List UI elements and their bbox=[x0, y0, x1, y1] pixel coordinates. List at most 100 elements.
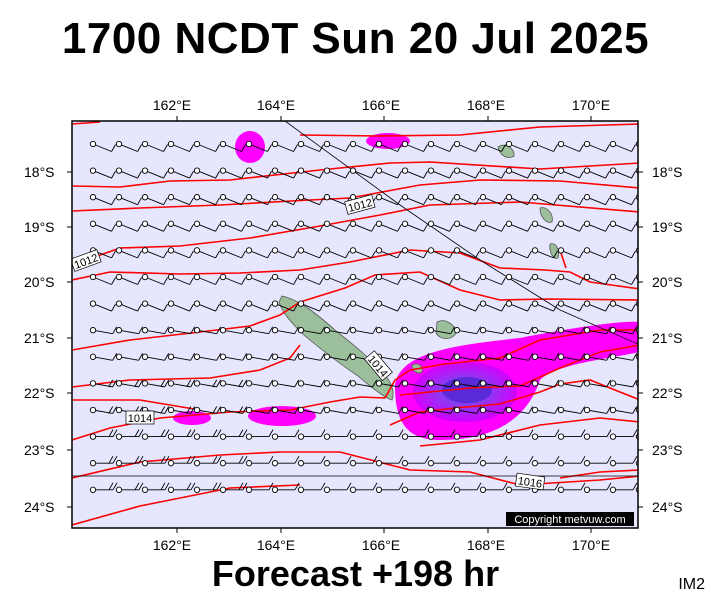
isobar-line bbox=[72, 451, 638, 486]
wind-barb-station bbox=[89, 433, 97, 440]
wind-barb-station bbox=[505, 300, 513, 307]
wind-barb-feather bbox=[528, 429, 534, 437]
lat-label: 18°S bbox=[652, 164, 683, 180]
wind-barb-station bbox=[479, 220, 487, 227]
wind-barb-station bbox=[323, 380, 331, 387]
wind-barb-shaft bbox=[144, 196, 164, 206]
wind-barb-station bbox=[167, 380, 175, 387]
wind-barb-shaft bbox=[92, 196, 112, 206]
wind-barb-shaft bbox=[404, 170, 424, 179]
wind-barb-feather bbox=[605, 277, 610, 285]
wind-barb-feather bbox=[553, 224, 558, 232]
wind-barb-feather bbox=[553, 144, 558, 152]
wind-barb-shaft bbox=[274, 223, 294, 232]
wind-barb-feather bbox=[319, 144, 324, 152]
wind-barb-feather bbox=[605, 144, 610, 152]
wind-barb-station bbox=[323, 167, 331, 174]
wind-barb-feather bbox=[216, 353, 222, 361]
wind-barb-feather bbox=[108, 429, 114, 437]
wind-barb-shaft bbox=[482, 143, 502, 152]
wind-barb-feather bbox=[242, 406, 248, 414]
wind-barb-shaft bbox=[118, 223, 138, 232]
lat-label: 18°S bbox=[24, 164, 55, 180]
wind-barb-shaft bbox=[378, 303, 398, 312]
wind-barb-feather bbox=[580, 455, 586, 464]
wind-barb-shaft bbox=[300, 276, 320, 285]
wind-barb-station bbox=[193, 406, 201, 414]
wind-barb-feather bbox=[190, 406, 196, 414]
wind-barb-feather bbox=[345, 144, 350, 152]
wind-barb-station bbox=[479, 380, 487, 387]
wind-barb-feather bbox=[450, 379, 456, 388]
wind-barb-feather bbox=[449, 277, 454, 285]
wind-barb-feather bbox=[163, 144, 168, 152]
wind-barb-shaft bbox=[118, 276, 138, 285]
wind-barb-shaft bbox=[456, 196, 476, 206]
wind-barb-feather bbox=[267, 170, 272, 179]
wind-barb-shaft bbox=[508, 143, 528, 152]
wind-barb-feather bbox=[319, 224, 324, 232]
wind-barb-feather bbox=[160, 429, 166, 437]
wind-barb-feather bbox=[137, 197, 142, 205]
wind-barb-feather bbox=[241, 303, 246, 312]
wind-barb-feather bbox=[449, 303, 454, 312]
wind-barb-feather bbox=[475, 277, 480, 285]
wind-barb-feather bbox=[112, 455, 118, 464]
wind-barb-feather bbox=[631, 144, 636, 152]
vanuatu-island bbox=[539, 207, 553, 223]
wind-barb-feather bbox=[293, 250, 298, 259]
wind-barb-feather bbox=[579, 277, 584, 285]
wind-barb-feather bbox=[501, 197, 506, 205]
wind-barb-station bbox=[583, 300, 591, 307]
wind-barb-shaft bbox=[248, 223, 268, 232]
wind-barb-feather bbox=[190, 326, 196, 334]
wind-barb-feather bbox=[502, 379, 508, 388]
wind-barb-feather bbox=[164, 353, 170, 361]
wind-barb-feather bbox=[397, 170, 402, 179]
wind-barb-station bbox=[609, 486, 617, 493]
wind-barb-shaft bbox=[326, 356, 347, 361]
wind-barb-station bbox=[635, 247, 638, 254]
wind-barb-feather bbox=[606, 429, 612, 437]
wind-barb-station bbox=[245, 220, 253, 227]
wind-barb-station bbox=[271, 247, 279, 254]
lon-label: 162°E bbox=[153, 537, 191, 553]
wind-barb-feather bbox=[554, 326, 560, 334]
wind-barb-shaft bbox=[352, 223, 372, 232]
wind-barb-station bbox=[219, 406, 227, 414]
wind-barb-feather bbox=[138, 455, 144, 464]
lon-label: 166°E bbox=[362, 97, 400, 113]
wind-barb-station bbox=[323, 433, 331, 440]
wind-barb-station bbox=[219, 353, 227, 360]
wind-barb-feather bbox=[241, 250, 246, 259]
wind-barb-feather bbox=[450, 406, 456, 414]
wind-barb-station bbox=[271, 273, 279, 281]
wind-barb-feather bbox=[189, 197, 194, 205]
wind-barb-feather bbox=[424, 482, 430, 491]
wind-barb-feather bbox=[345, 250, 350, 259]
wind-barb-feather bbox=[658, 144, 662, 151]
wind-barb-station bbox=[167, 406, 175, 414]
wind-barb-feather bbox=[267, 144, 272, 152]
wind-barb-feather bbox=[345, 277, 350, 285]
wind-barb-shaft bbox=[456, 329, 477, 335]
wind-barb-shaft bbox=[639, 197, 658, 204]
wind-barb-station bbox=[453, 167, 461, 174]
wind-barb-station bbox=[375, 247, 383, 254]
wind-barb-shaft bbox=[378, 143, 398, 152]
wind-barb-shaft bbox=[92, 143, 112, 152]
wind-barb-feather bbox=[659, 406, 663, 413]
wind-barb-station bbox=[609, 247, 617, 254]
wind-barb-feather bbox=[268, 455, 274, 464]
wind-barb-station bbox=[401, 140, 409, 148]
wind-barb-station bbox=[219, 220, 227, 227]
lon-axis bbox=[176, 116, 592, 533]
wind-barb-feather bbox=[449, 224, 454, 232]
wind-barb-feather bbox=[319, 303, 324, 312]
lat-label: 23°S bbox=[652, 442, 683, 458]
wind-barb-shaft bbox=[508, 303, 528, 312]
wind-barb-feather bbox=[164, 326, 170, 334]
wind-barb-shaft bbox=[482, 223, 502, 232]
wind-barb-feather bbox=[212, 406, 218, 414]
wind-barb-station bbox=[635, 220, 638, 227]
